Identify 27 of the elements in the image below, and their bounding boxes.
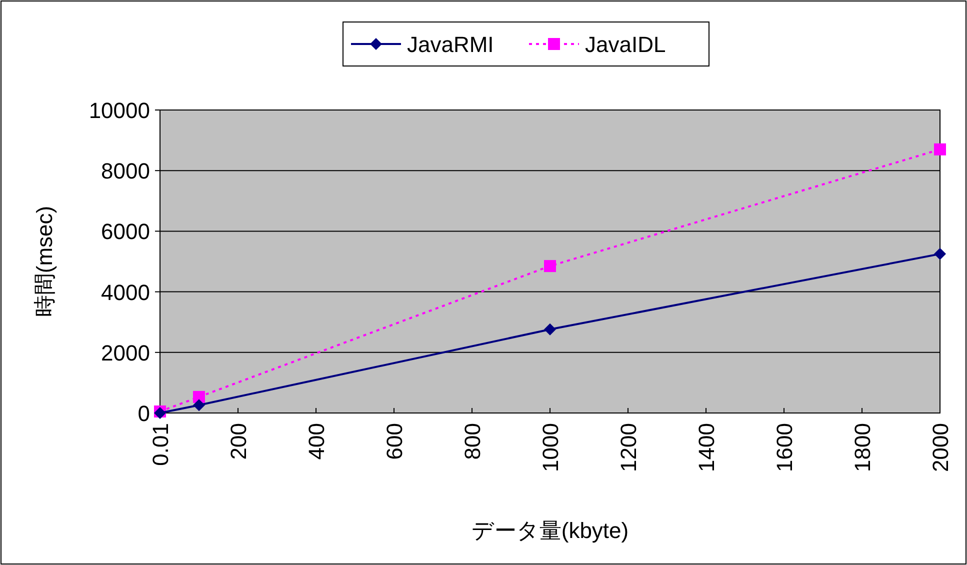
y-tick-label: 8000 bbox=[101, 158, 150, 184]
y-tick-label: 4000 bbox=[101, 280, 150, 305]
x-axis-title: データ量(kbyte) bbox=[471, 518, 629, 543]
x-tick-label: 1600 bbox=[772, 423, 797, 472]
x-tick-label: 0.01 bbox=[148, 423, 173, 466]
y-axis-title: 時間(msec) bbox=[32, 206, 57, 318]
x-tick-label: 1200 bbox=[616, 423, 641, 472]
legend-label: JavaIDL bbox=[585, 32, 666, 57]
x-tick-label: 1000 bbox=[538, 423, 563, 472]
x-tick-label: 1800 bbox=[850, 423, 875, 472]
y-tick-label: 6000 bbox=[101, 219, 150, 244]
point bbox=[544, 323, 556, 336]
point bbox=[192, 390, 205, 403]
point bbox=[934, 143, 946, 156]
x-tick-label: 600 bbox=[382, 423, 407, 460]
point bbox=[544, 260, 556, 272]
point bbox=[192, 399, 205, 412]
x-tick-label: 1400 bbox=[694, 423, 719, 472]
x-tick-label: 400 bbox=[304, 423, 329, 460]
y-tick-label: 2000 bbox=[101, 340, 150, 366]
y-tick-label: 0 bbox=[138, 401, 150, 426]
y-tick-label: 10000 bbox=[88, 98, 150, 123]
x-tick-label: 200 bbox=[226, 423, 251, 460]
x-tick-label: 2000 bbox=[928, 423, 953, 472]
x-tick-label: 800 bbox=[460, 423, 485, 460]
point bbox=[934, 248, 946, 260]
legend-label: JavaRMI bbox=[407, 32, 494, 57]
